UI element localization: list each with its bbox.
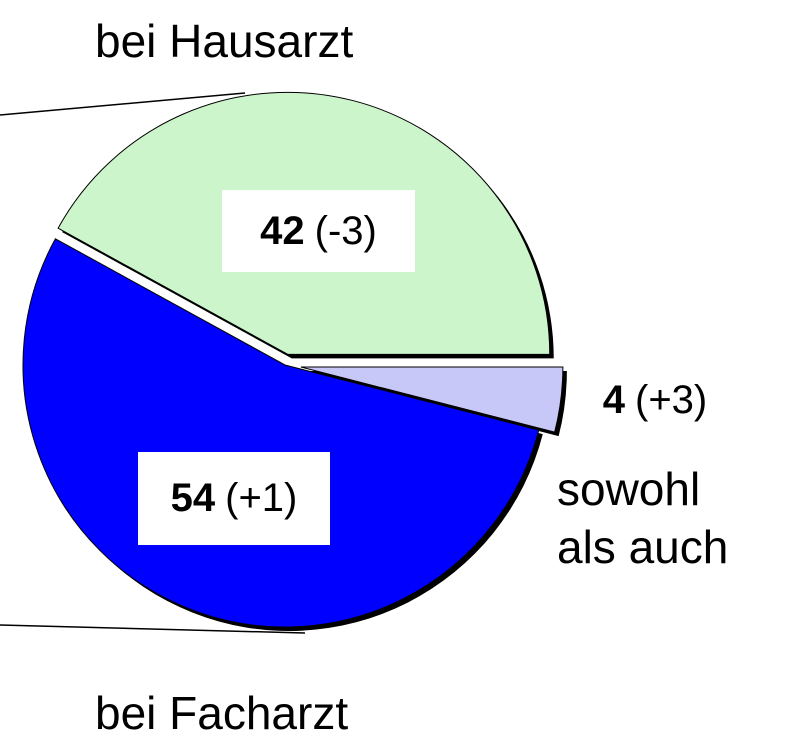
leader-line <box>0 92 246 116</box>
category-label: bei Hausarzt <box>95 15 354 67</box>
change-label: (-3) <box>314 208 377 253</box>
category-label: sowohl als auch <box>557 463 729 573</box>
change-label: (+1) <box>225 476 298 520</box>
leader-line <box>0 624 306 634</box>
data-label: 4 (+3) <box>575 370 735 430</box>
value-label: 42 <box>260 208 305 253</box>
category-label: bei Facharzt <box>95 687 349 739</box>
data-label: 42 (-3) <box>222 190 415 272</box>
pie-slice <box>300 366 564 433</box>
data-label: 54 (+1) <box>138 452 330 545</box>
pie <box>22 91 567 631</box>
value-label: 54 <box>170 476 216 520</box>
value-label: 4 <box>602 377 625 422</box>
change-label: (+3) <box>635 377 708 422</box>
